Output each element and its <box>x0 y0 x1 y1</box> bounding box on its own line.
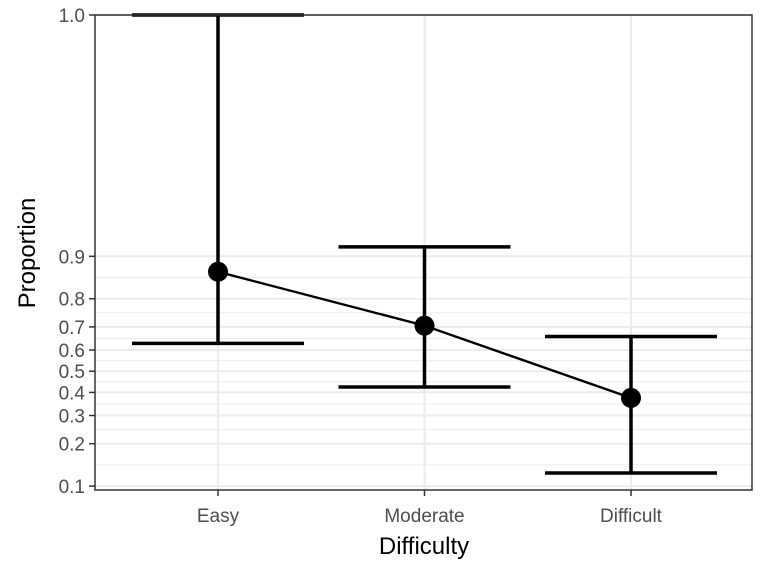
y-tick-label: 0.8 <box>59 290 85 311</box>
y-tick-label: 0.2 <box>59 435 85 456</box>
data-point <box>208 261 228 282</box>
y-tick-label: 0.4 <box>59 383 86 404</box>
x-axis-title: Difficulty <box>379 533 469 560</box>
data-point <box>621 387 641 408</box>
y-tick-label: 1.0 <box>59 6 85 27</box>
y-tick-label: 0.1 <box>59 477 85 498</box>
y-tick-label: 0.5 <box>59 362 85 383</box>
data-point <box>414 315 435 336</box>
y-tick-label: 0.9 <box>59 247 85 268</box>
y-tick-label: 0.7 <box>59 318 85 339</box>
x-tick-label: Moderate <box>384 506 464 527</box>
panel-border <box>94 14 753 491</box>
x-tick-label: Easy <box>197 506 240 527</box>
y-axis-title: Proportion <box>14 198 41 309</box>
axis-layer: 0.1 0.2 0.3 0.40.50.60.7 0.8 0.9 1.0 Easy Modera… <box>59 6 663 527</box>
y-tick-label: 0.3 <box>59 407 85 428</box>
x-tick-label: Difficult <box>600 506 663 527</box>
y-tick-label: 0.6 <box>59 341 85 362</box>
